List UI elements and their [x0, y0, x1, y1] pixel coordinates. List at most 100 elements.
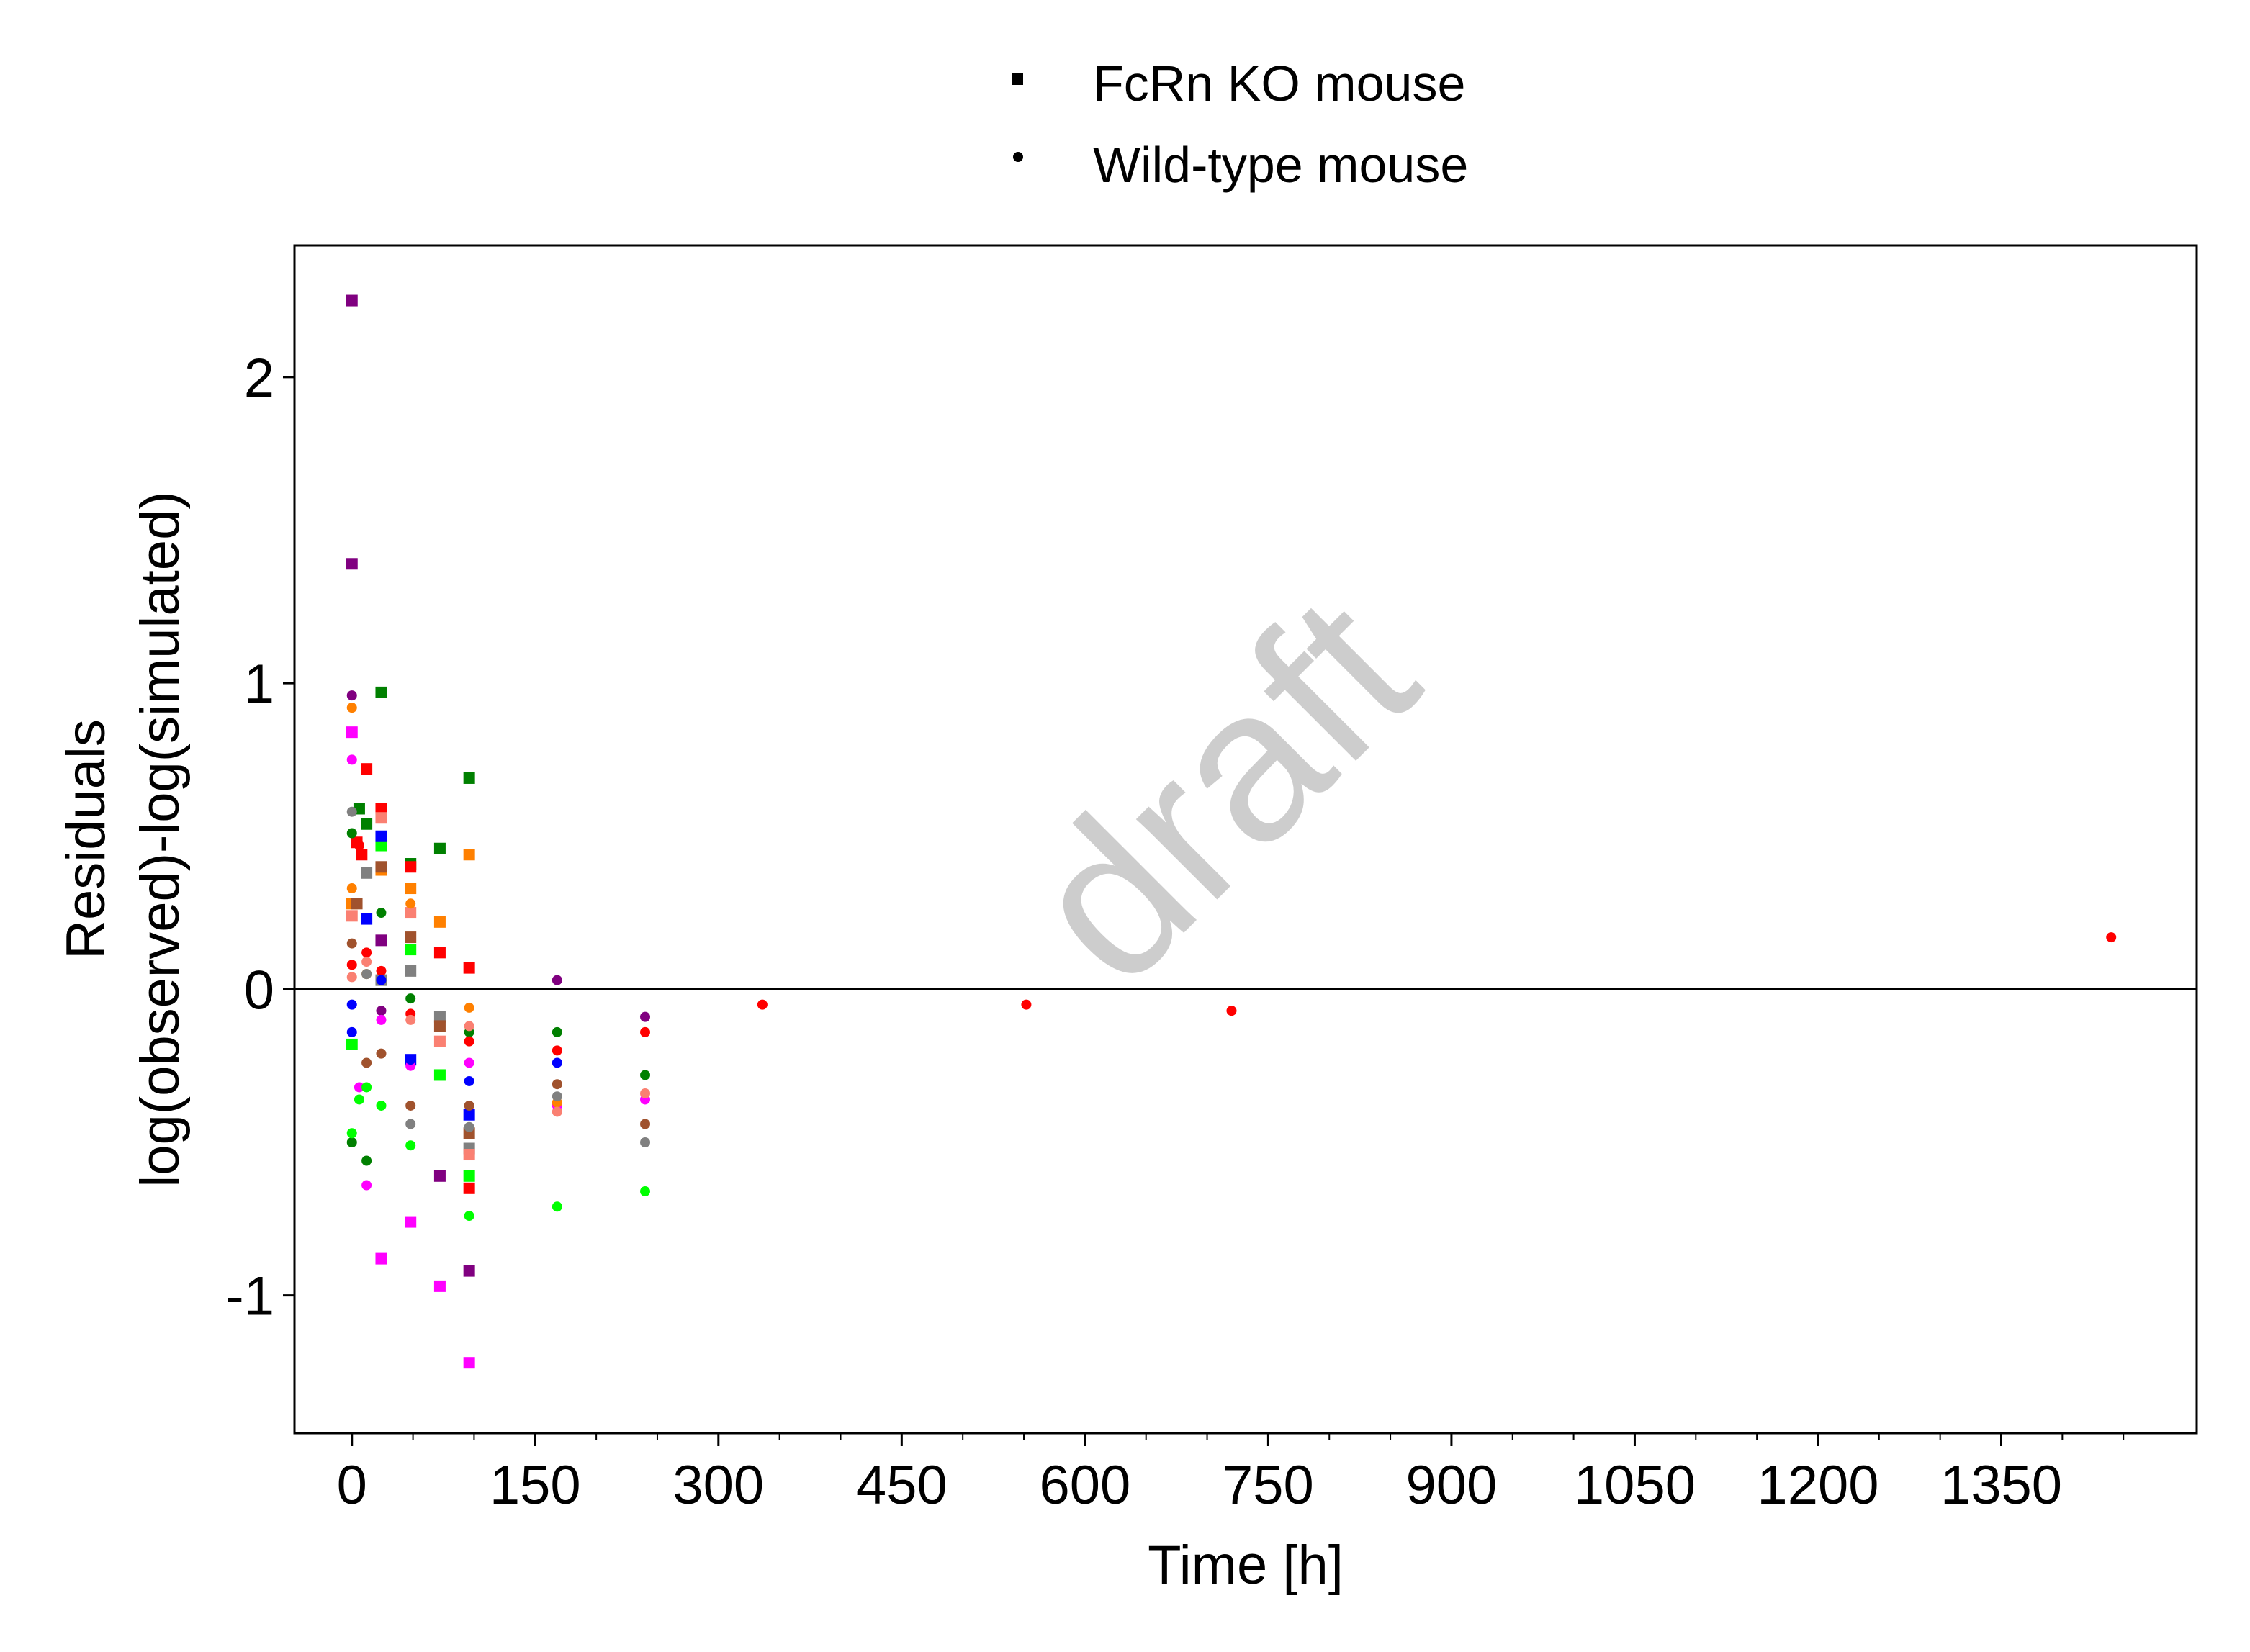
- data-point-wt-circle: [464, 1121, 474, 1132]
- data-point-wt-circle: [346, 1137, 357, 1148]
- data-point-ko-square: [346, 294, 358, 307]
- data-point-wt-circle: [639, 1119, 650, 1129]
- data-point-ko-square: [375, 934, 387, 947]
- data-point-ko-square: [463, 849, 475, 861]
- data-point-ko-square: [433, 1280, 446, 1292]
- data-point-ko-square: [463, 1182, 475, 1194]
- data-point-wt-circle: [639, 1011, 650, 1022]
- data-point-ko-square: [463, 962, 475, 974]
- x-tick-label: 750: [1223, 1455, 1314, 1516]
- data-point-wt-circle: [639, 1186, 650, 1197]
- data-point-ko-square: [463, 772, 475, 784]
- data-point-wt-circle: [552, 1045, 562, 1056]
- data-point-wt-circle: [354, 1082, 364, 1093]
- data-point-wt-circle: [346, 828, 357, 839]
- data-point-ko-square: [351, 898, 363, 910]
- legend-square-marker: [1012, 73, 1023, 85]
- data-point-wt-circle: [464, 1036, 474, 1047]
- data-point-ko-square: [375, 861, 387, 873]
- y-axis-title-line1: Residuals: [55, 719, 117, 960]
- data-point-wt-circle: [346, 999, 357, 1010]
- data-point-wt-circle: [346, 960, 357, 970]
- data-point-ko-square: [375, 803, 387, 815]
- data-point-wt-circle: [552, 1091, 562, 1102]
- data-point-ko-square: [405, 931, 417, 944]
- y-tick-label: -1: [225, 1266, 274, 1327]
- data-point-wt-circle: [346, 938, 357, 949]
- legend-label-wild-type: Wild-type mouse: [1093, 137, 1468, 193]
- data-point-wt-circle: [464, 1211, 474, 1222]
- data-point-wt-circle: [405, 993, 416, 1004]
- legend-circle-marker: [1013, 152, 1023, 162]
- data-point-wt-circle: [405, 1140, 416, 1151]
- data-point-wt-circle: [376, 908, 387, 918]
- data-point-wt-circle: [552, 975, 562, 985]
- data-point-wt-circle: [376, 1100, 387, 1111]
- data-point-wt-circle: [552, 1057, 562, 1068]
- data-point-ko-square: [375, 839, 387, 852]
- data-point-wt-circle: [346, 754, 357, 765]
- y-axis-title-line2: log(observed)-log(simulated): [130, 491, 191, 1187]
- data-point-ko-square: [361, 818, 373, 830]
- data-point-wt-circle: [376, 975, 387, 985]
- data-point-wt-circle: [346, 703, 357, 713]
- data-point-ko-square: [405, 883, 417, 895]
- x-tick-label: 900: [1406, 1455, 1498, 1516]
- data-point-wt-circle: [376, 1048, 387, 1059]
- data-point-wt-circle: [346, 806, 357, 817]
- data-point-wt-circle: [354, 1094, 364, 1105]
- x-tick-label: 450: [856, 1455, 948, 1516]
- data-point-wt-circle: [639, 1137, 650, 1148]
- data-point-ko-square: [375, 812, 387, 824]
- x-tick-label: 150: [490, 1455, 581, 1516]
- x-tick-label: 1200: [1757, 1455, 1878, 1516]
- data-point-ko-square: [405, 861, 417, 873]
- y-tick-label: 2: [244, 348, 274, 409]
- data-point-ko-square: [433, 1170, 446, 1182]
- data-point-ko-square: [375, 830, 387, 842]
- data-point-wt-circle: [405, 1014, 416, 1025]
- y-tick-label: 1: [244, 654, 274, 715]
- data-point-wt-circle: [757, 999, 768, 1010]
- data-point-ko-square: [356, 849, 368, 861]
- axis-ticks: 0 150 300 450 600 750 900 1050 1200 1350 -1 0 1 2: [225, 348, 2125, 1516]
- data-point-ko-square: [375, 686, 387, 698]
- data-point-wt-circle: [639, 1070, 650, 1080]
- data-point-ko-square: [405, 1216, 417, 1228]
- data-point-wt-circle: [552, 1106, 562, 1117]
- x-tick-label: 600: [1039, 1455, 1130, 1516]
- data-point-wt-circle: [1021, 999, 1032, 1010]
- data-point-ko-square: [463, 1357, 475, 1369]
- data-point-ko-square: [433, 1035, 446, 1047]
- data-points: [346, 294, 2117, 1369]
- data-point-ko-square: [433, 1011, 446, 1023]
- data-point-wt-circle: [361, 1057, 372, 1068]
- data-point-ko-square: [361, 913, 373, 925]
- data-point-ko-square: [346, 1038, 358, 1050]
- legend: FcRn KO mouse Wild-type mouse: [1012, 55, 1468, 193]
- data-point-wt-circle: [1226, 1006, 1237, 1016]
- data-point-wt-circle: [376, 1006, 387, 1016]
- data-point-wt-circle: [376, 1014, 387, 1025]
- data-point-wt-circle: [405, 898, 416, 909]
- data-point-ko-square: [375, 1252, 387, 1265]
- data-point-wt-circle: [346, 883, 357, 894]
- data-point-wt-circle: [376, 965, 387, 976]
- data-point-wt-circle: [464, 1100, 474, 1111]
- data-point-wt-circle: [361, 1180, 372, 1191]
- data-point-wt-circle: [464, 1075, 474, 1086]
- data-point-ko-square: [405, 965, 417, 977]
- x-tick-label: 1050: [1574, 1455, 1696, 1516]
- data-point-ko-square: [346, 726, 358, 739]
- data-point-ko-square: [433, 1069, 446, 1081]
- data-point-ko-square: [346, 558, 358, 570]
- data-point-ko-square: [433, 1020, 446, 1032]
- data-point-wt-circle: [464, 1002, 474, 1013]
- data-point-ko-square: [405, 907, 417, 919]
- data-point-wt-circle: [464, 1021, 474, 1032]
- data-point-wt-circle: [346, 972, 357, 983]
- data-point-ko-square: [433, 947, 446, 959]
- data-point-ko-square: [463, 1265, 475, 1277]
- data-point-wt-circle: [361, 957, 372, 967]
